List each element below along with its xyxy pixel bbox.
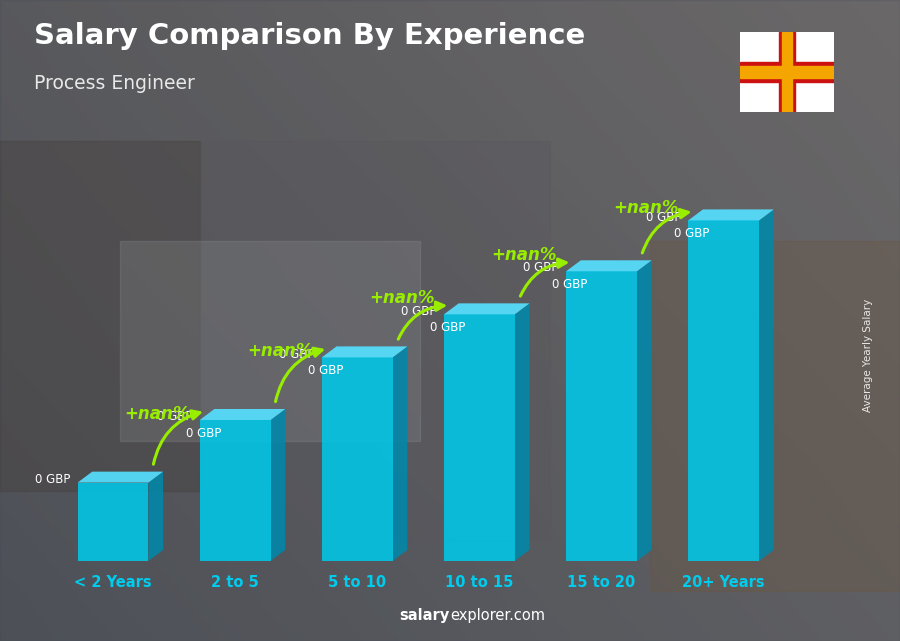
Text: 0 GBP: 0 GBP [185, 427, 221, 440]
Text: 0 GBP: 0 GBP [552, 278, 588, 291]
Text: 0 GBP: 0 GBP [279, 347, 314, 361]
Text: Salary Comparison By Experience: Salary Comparison By Experience [34, 22, 586, 51]
Polygon shape [322, 357, 392, 561]
Polygon shape [77, 472, 163, 483]
Text: 0 GBP: 0 GBP [674, 227, 710, 240]
Bar [782, 32, 792, 112]
Text: +nan%: +nan% [124, 404, 190, 422]
Text: 0 GBP: 0 GBP [157, 410, 193, 423]
Text: 0 GBP: 0 GBP [430, 321, 465, 334]
Bar [0, 141, 200, 491]
Polygon shape [637, 260, 652, 561]
Polygon shape [515, 303, 529, 561]
Polygon shape [444, 303, 529, 314]
Text: +nan%: +nan% [613, 199, 679, 217]
Text: salary: salary [400, 608, 450, 623]
Text: 0 GBP: 0 GBP [35, 473, 70, 486]
Text: 0 GBP: 0 GBP [524, 262, 559, 274]
Polygon shape [688, 210, 774, 221]
Bar [650, 241, 900, 591]
Polygon shape [566, 271, 637, 561]
Text: +nan%: +nan% [247, 342, 312, 360]
Text: 0 GBP: 0 GBP [645, 211, 681, 224]
Text: 0 GBP: 0 GBP [401, 304, 436, 317]
Bar [779, 32, 795, 112]
Polygon shape [200, 409, 285, 420]
Bar [200, 141, 550, 541]
Text: explorer.com: explorer.com [450, 608, 545, 623]
Bar [120, 241, 420, 441]
Polygon shape [148, 472, 163, 561]
Polygon shape [271, 409, 285, 561]
Polygon shape [444, 314, 515, 561]
Polygon shape [200, 420, 271, 561]
Polygon shape [760, 210, 774, 561]
Text: Average Yearly Salary: Average Yearly Salary [862, 299, 873, 412]
Text: +nan%: +nan% [491, 246, 556, 264]
Polygon shape [322, 346, 408, 357]
Polygon shape [77, 483, 148, 561]
Text: +nan%: +nan% [369, 289, 435, 307]
Text: Process Engineer: Process Engineer [34, 74, 195, 93]
Text: 0 GBP: 0 GBP [308, 364, 343, 377]
Bar [740, 62, 834, 82]
Polygon shape [566, 260, 652, 271]
Bar [740, 66, 834, 78]
Polygon shape [392, 346, 408, 561]
Polygon shape [688, 221, 760, 561]
